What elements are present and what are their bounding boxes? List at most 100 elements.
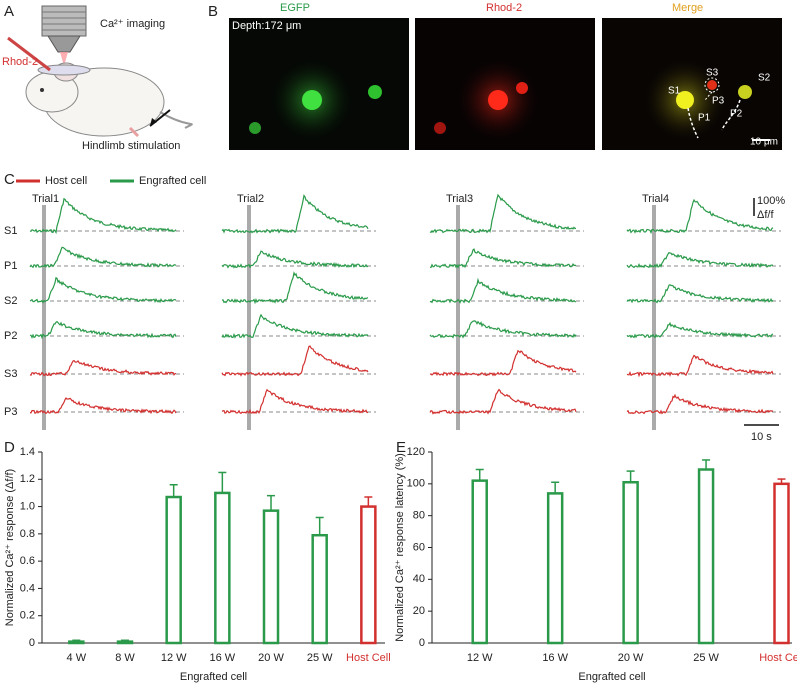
imaging-label: Ca²⁺ imaging xyxy=(100,18,165,30)
bar xyxy=(311,533,328,645)
y-tick-label: 0.2 xyxy=(20,610,35,622)
cell-label: P2 xyxy=(730,109,743,120)
stimulus-line xyxy=(42,205,46,430)
trace xyxy=(626,354,774,378)
scale-label: 10 s xyxy=(751,431,772,443)
y-tick-label: 0.8 xyxy=(20,528,35,540)
trace xyxy=(429,248,577,269)
trace xyxy=(626,252,774,269)
y-tick-label: 20 xyxy=(413,605,425,617)
trace xyxy=(29,197,177,235)
trace xyxy=(221,345,369,377)
row-label: P2 xyxy=(4,330,17,342)
scale-label: Δf/f xyxy=(757,209,774,221)
y-tick-label: 0 xyxy=(29,637,35,649)
stimulation-label: Hindlimb stimulation xyxy=(82,140,180,152)
bar xyxy=(214,491,231,645)
y-tick-label: 60 xyxy=(413,541,425,553)
bar xyxy=(546,492,564,645)
row-label: P1 xyxy=(4,260,17,272)
panel-label: A xyxy=(4,3,14,20)
cell-label: S2 xyxy=(758,73,771,84)
y-tick-label: 120 xyxy=(407,446,425,458)
trace xyxy=(429,349,577,377)
bar xyxy=(471,479,488,645)
row-label: P3 xyxy=(4,406,17,418)
x-tick-label: Host Cell xyxy=(759,652,797,664)
bar xyxy=(697,468,715,645)
y-tick-label: 0.6 xyxy=(20,555,35,567)
row-label: S1 xyxy=(4,225,17,237)
cell-label: P1 xyxy=(698,113,711,124)
bar xyxy=(165,495,182,645)
trial-label: Trial4 xyxy=(642,193,669,205)
x-axis-title: Engrafted cell xyxy=(578,671,645,683)
depth-label: Depth:172 μm xyxy=(232,20,301,32)
trace xyxy=(429,388,577,415)
channel-label: Rhod-2 xyxy=(486,2,522,14)
cell-label: S1 xyxy=(668,86,681,97)
micrographs xyxy=(229,18,782,150)
legend-label: Engrafted cell xyxy=(139,175,206,187)
y-tick-label: 0 xyxy=(419,637,425,649)
trace xyxy=(626,393,774,415)
x-tick-label: 20 W xyxy=(258,652,284,664)
stimulus-line xyxy=(652,205,656,430)
x-tick-label: 12 W xyxy=(161,652,187,664)
trial-label: Trial3 xyxy=(446,193,473,205)
bar xyxy=(262,509,280,645)
trial-label: Trial2 xyxy=(237,193,264,205)
bar xyxy=(773,482,790,645)
y-axis-title: Normalized Ca²⁺ response latency (%) xyxy=(394,453,406,642)
trace xyxy=(626,321,774,339)
x-tick-label: Host Cell xyxy=(346,652,391,664)
bar xyxy=(360,505,377,645)
trace xyxy=(626,284,774,304)
panel-label: E xyxy=(396,439,406,456)
y-tick-label: 40 xyxy=(413,573,425,585)
trace xyxy=(221,194,369,234)
trace xyxy=(30,320,177,340)
x-tick-label: 4 W xyxy=(67,652,87,664)
x-tick-label: 8 W xyxy=(115,652,135,664)
bar xyxy=(68,640,85,645)
trace xyxy=(221,271,369,305)
channel-label: Merge xyxy=(672,2,703,14)
panel-label: B xyxy=(208,3,218,20)
trace xyxy=(29,397,177,415)
y-tick-label: 80 xyxy=(413,510,425,522)
panel-label: D xyxy=(4,439,15,456)
trace xyxy=(29,276,177,304)
trace xyxy=(29,246,177,269)
x-tick-label: 12 W xyxy=(467,652,493,664)
trace xyxy=(221,250,369,269)
x-tick-label: 16 W xyxy=(542,652,568,664)
panel-label: C xyxy=(4,171,15,188)
y-tick-label: 1.0 xyxy=(20,500,35,512)
traces: Trial1 Trial2 Trial3 Trial4 S1 P1 S2 P2 S3 P3 xyxy=(4,193,781,430)
trial-label: Trial1 xyxy=(32,193,59,205)
cell-label: P3 xyxy=(712,96,725,107)
legend-label: Host cell xyxy=(45,175,87,187)
row-label: S2 xyxy=(4,295,17,307)
x-tick-label: 25 W xyxy=(693,652,719,664)
trace xyxy=(429,193,577,234)
bar xyxy=(116,640,134,645)
channel-label: EGFP xyxy=(280,2,310,14)
y-axis-title: Normalized Ca²⁺ response (Δf/f) xyxy=(4,469,16,626)
y-tick-label: 0.4 xyxy=(20,582,35,594)
trace xyxy=(429,277,577,304)
x-tick-label: 20 W xyxy=(618,652,644,664)
x-axis-title: Engrafted cell xyxy=(180,671,247,683)
row-label: S3 xyxy=(4,368,17,380)
trace xyxy=(626,198,774,235)
trace xyxy=(429,320,577,339)
y-tick-label: 100 xyxy=(407,478,425,490)
mouse-illustration xyxy=(7,5,193,138)
y-tick-label: 1.2 xyxy=(20,473,35,485)
stimulus-line xyxy=(247,205,251,430)
trace xyxy=(221,313,369,339)
trace xyxy=(221,388,369,415)
x-tick-label: 25 W xyxy=(307,652,333,664)
